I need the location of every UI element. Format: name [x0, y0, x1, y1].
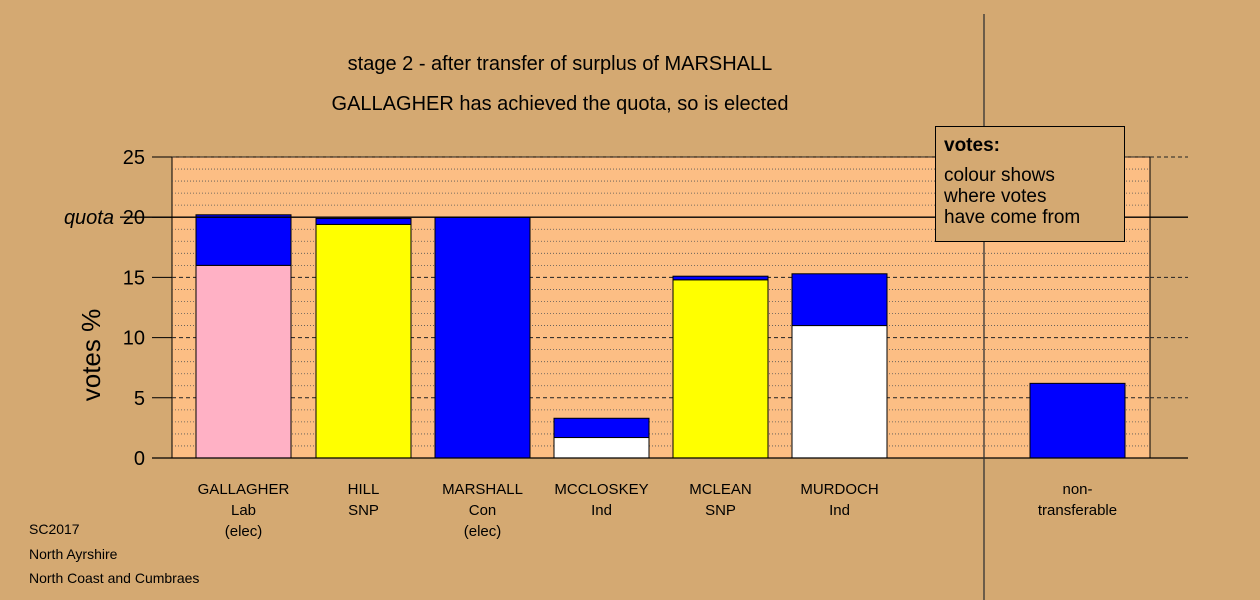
- category-label: Lab: [231, 502, 256, 519]
- quota-label: quota: [64, 207, 114, 229]
- footer-council: North Ayrshire: [29, 546, 118, 562]
- category-label: non-: [1062, 481, 1092, 498]
- bar-segment-snp: [672, 279, 769, 459]
- category-label: MURDOCH: [800, 481, 878, 498]
- y-axis-label: votes %: [76, 309, 106, 402]
- legend-line-2: where votes: [944, 186, 1047, 207]
- category-label: Ind: [829, 502, 850, 519]
- bar-segment-con: [791, 273, 888, 327]
- chart-title-stage: stage 2 - after transfer of surplus of M…: [347, 53, 773, 75]
- bar-segment-con: [195, 214, 292, 266]
- footer-election: SC2017: [29, 521, 80, 537]
- bar-segment-con: [315, 217, 412, 225]
- bar-segment-ind: [553, 437, 650, 459]
- bar-segment-con: [672, 275, 769, 281]
- legend-title: votes:: [944, 135, 1000, 156]
- category-label: SNP: [705, 502, 736, 519]
- chart-title-result: GALLAGHER has achieved the quota, so is …: [331, 93, 789, 115]
- y-tick-label: 0: [134, 448, 145, 470]
- legend-body: colour shows where votes have come from: [944, 165, 1124, 228]
- category-label: MARSHALL: [442, 481, 523, 498]
- bar-segment-con: [434, 216, 531, 459]
- category-label: (elec): [464, 523, 502, 540]
- y-tick-label: 5: [134, 388, 145, 410]
- legend-line-3: have come from: [944, 207, 1081, 228]
- category-label: Con: [469, 502, 497, 519]
- legend-box: votes: colour shows where votes have com…: [935, 126, 1125, 242]
- footer-ward: North Coast and Cumbraes: [29, 570, 200, 586]
- bar-segment-con: [1029, 382, 1126, 459]
- category-label: SNP: [348, 502, 379, 519]
- legend-line-1: colour shows: [944, 165, 1055, 186]
- bar-segment-ind: [791, 325, 888, 459]
- category-label: transferable: [1038, 502, 1117, 519]
- category-label: (elec): [225, 523, 263, 540]
- category-label: GALLAGHER: [198, 481, 290, 498]
- category-label: MCLEAN: [689, 481, 752, 498]
- y-tick-label: 20: [123, 207, 145, 229]
- bar-segment-lab: [195, 264, 292, 459]
- y-tick-label: 10: [123, 328, 145, 350]
- y-tick-label: 25: [123, 147, 145, 169]
- y-tick-label: 15: [123, 267, 145, 289]
- category-label: HILL: [348, 481, 380, 498]
- category-label: Ind: [591, 502, 612, 519]
- bar-segment-snp: [315, 223, 412, 459]
- bar-segment-con: [553, 417, 650, 439]
- category-label: MCCLOSKEY: [554, 481, 648, 498]
